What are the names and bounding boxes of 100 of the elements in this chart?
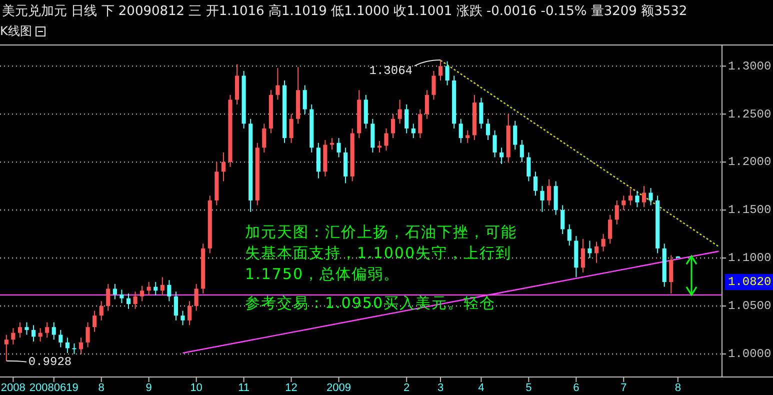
candlestick	[344, 147, 348, 184]
x-tick-label: 7	[620, 382, 627, 394]
candlestick	[580, 238, 585, 273]
candlestick	[411, 123, 416, 139]
candlestick	[194, 283, 198, 312]
candlestick	[146, 282, 151, 296]
y-tick-label: 1.1500	[728, 203, 772, 218]
y-tick-label: 1.1000	[728, 251, 772, 266]
candlestick	[120, 289, 124, 304]
x-tick-label: 12	[285, 382, 298, 394]
candlestick	[276, 68, 280, 100]
candlestick	[18, 322, 22, 338]
candlestick	[479, 97, 484, 129]
x-tick-label: 8	[674, 382, 681, 394]
x-tick-label: 20080619	[29, 382, 78, 394]
chart-title: 美元兑加元 日线 下 20090812 三 开1.1016 高1.1019 低1.1000 收1.1001 涨跌 -0.0016 -0.15% 量3209 额3532	[2, 3, 688, 19]
candlestick	[11, 328, 16, 345]
x-tick-label: 4	[478, 382, 484, 394]
x-tick-label: 5	[526, 382, 532, 394]
candlestick	[540, 186, 544, 212]
candlestick	[466, 130, 470, 144]
candlestick	[370, 118, 375, 153]
candlestick	[458, 118, 463, 144]
y-tick-label: 1.2500	[728, 107, 772, 122]
candlestick	[234, 64, 240, 105]
candlestick	[533, 171, 538, 196]
candlestick	[390, 114, 396, 139]
candlestick	[31, 324, 36, 342]
candlestick	[140, 285, 144, 302]
x-tick-label: 10	[190, 382, 202, 394]
candlestick	[112, 283, 117, 300]
candlestick	[608, 214, 612, 244]
candlestick	[445, 60, 450, 86]
candlestick	[486, 118, 490, 140]
candlestick	[594, 241, 599, 264]
candlestick	[648, 187, 653, 206]
x-tick-label: 9	[146, 382, 152, 394]
x-tick-label: 6	[573, 382, 580, 394]
candlestick	[154, 282, 158, 296]
candlestick	[180, 310, 185, 326]
candlestick	[4, 334, 8, 362]
candlestick	[547, 178, 552, 206]
candlestick	[38, 328, 42, 342]
candlestick	[398, 99, 402, 124]
annotation: 1.3064	[369, 64, 413, 78]
candlestick	[99, 300, 104, 321]
candlestick	[642, 186, 646, 208]
x-tick-label: 11	[238, 382, 250, 394]
candlestick	[72, 342, 76, 354]
y-tick-label: 1.2000	[728, 155, 772, 170]
candlestick	[432, 70, 436, 100]
candlestick	[635, 190, 640, 208]
candlestick	[560, 204, 565, 235]
candlestick	[424, 90, 429, 120]
x-tick-label: 2008	[0, 382, 26, 394]
candlestick	[160, 276, 164, 296]
x-tick-label: 2009	[326, 382, 351, 394]
candlestick	[520, 139, 524, 163]
candlestick	[262, 123, 266, 153]
candlestick	[58, 329, 63, 348]
candlestick	[86, 322, 90, 348]
candlestick	[554, 180, 558, 216]
annotation: 0.9928	[28, 355, 72, 370]
y-tick-label: 1.0000	[728, 347, 772, 362]
candlestick	[526, 152, 531, 182]
candlestick	[628, 188, 632, 206]
candlestick	[336, 138, 341, 158]
candlestick	[78, 337, 84, 354]
candlestick	[622, 195, 626, 211]
candlestick	[106, 283, 110, 312]
annotation: 加元天图：汇价上扬，石油下挫，可能失基本面支持，1.1000失守，上行到1.1750，总体偏弱。	[245, 222, 518, 285]
x-tick-label: 8	[98, 382, 104, 394]
candlestick	[289, 114, 294, 144]
x-tick-label: 2	[404, 382, 410, 394]
candlestick	[418, 108, 422, 139]
candlestick	[492, 130, 497, 158]
candlestick	[221, 152, 226, 182]
candlestick	[45, 322, 50, 338]
candlestick	[302, 84, 307, 115]
y-tick-label: 1.0500	[728, 299, 772, 314]
candlestick	[364, 94, 368, 129]
candlestick	[601, 234, 606, 252]
candlestick	[316, 142, 320, 179]
candlestick	[92, 310, 97, 332]
candlestick	[65, 337, 70, 354]
candlestick	[126, 293, 131, 310]
candlestick	[24, 322, 29, 336]
candlestick	[500, 147, 504, 164]
candlestick	[174, 291, 178, 321]
candlestick	[404, 104, 409, 134]
candlestick	[330, 138, 334, 150]
candlestick	[167, 280, 172, 302]
y-tick-label: 1.3000	[728, 59, 772, 74]
candlestick	[133, 291, 138, 310]
candlestick	[384, 128, 388, 152]
candlestick	[188, 300, 192, 326]
chart-subtitle: K线图	[0, 24, 32, 38]
candlestick	[567, 224, 572, 246]
candlestick	[669, 254, 674, 294]
candlestick	[588, 240, 592, 259]
